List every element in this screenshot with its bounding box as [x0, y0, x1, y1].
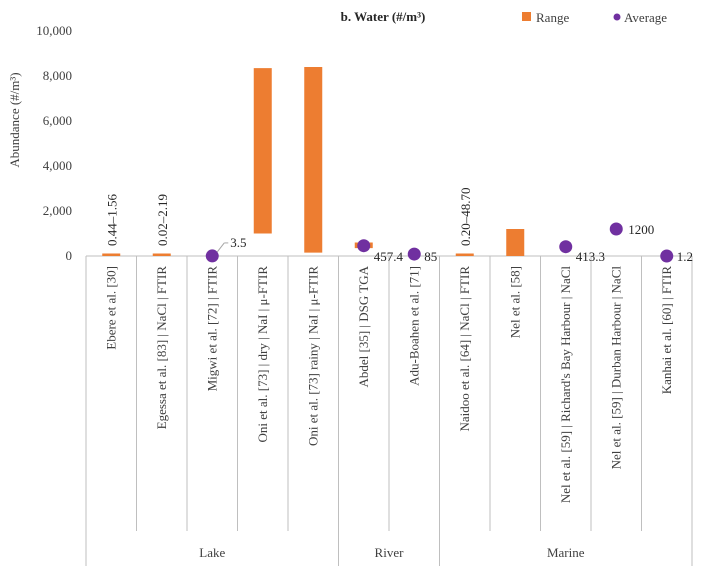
- category-label: Nel et al. [58]: [507, 266, 522, 338]
- y-tick-label: 10,000: [36, 23, 72, 38]
- legend-average-label: Average: [624, 10, 667, 25]
- group-label: River: [375, 545, 405, 560]
- average-marker: [357, 239, 371, 253]
- data-label: 3.5: [230, 235, 246, 250]
- data-label: 0.44–1.56: [104, 194, 119, 247]
- data-label: 457.4: [374, 249, 404, 264]
- data-label: 0.20–48.70: [458, 188, 473, 247]
- average-marker: [559, 240, 573, 254]
- data-label: 85: [424, 249, 437, 264]
- legend-range-swatch: [522, 12, 531, 21]
- y-tick-label: 2,000: [43, 203, 72, 218]
- y-tick-label: 6,000: [43, 113, 72, 128]
- range-bar: [304, 67, 323, 253]
- group-labels: Lake River Marine: [199, 545, 584, 560]
- legend-average-swatch: [613, 13, 621, 21]
- average-series: [205, 222, 674, 263]
- range-bar: [253, 68, 272, 234]
- category-label: Adu-Boahen et al. [71]: [406, 266, 421, 386]
- average-marker: [660, 249, 674, 263]
- data-label: 1200: [628, 222, 654, 237]
- average-marker: [205, 249, 219, 263]
- category-label: Kanhai et al. [60] | FTIR: [659, 266, 674, 395]
- y-axis: 0 2,000 4,000 6,000 8,000 10,000: [36, 23, 72, 263]
- category-label: Abdel [35] | DSG TGA: [356, 265, 371, 387]
- axes: [85, 255, 693, 566]
- category-label: Naidoo et al. [64] | NaCl | FTIR: [457, 266, 472, 432]
- category-label: Migwi et al. [72] | FTIR: [204, 266, 219, 392]
- chart-title: b. Water (#/m³): [341, 9, 426, 24]
- category-label: Ebere et al. [30]: [103, 266, 118, 350]
- category-labels: Ebere et al. [30] Egessa et al. [83] | Na…: [103, 265, 674, 503]
- range-bar: [455, 253, 474, 256]
- y-tick-label: 0: [66, 248, 73, 263]
- data-label: 0.02–2.19: [155, 194, 170, 246]
- leader-line: [216, 242, 225, 253]
- category-label: Egessa et al. [83] | NaCl | FTIR: [154, 266, 169, 430]
- range-series: [102, 67, 525, 256]
- data-label: 413.3: [576, 249, 605, 264]
- average-marker: [609, 222, 623, 236]
- category-label: Nel et al. [59] | Richard's Bay Harbour …: [558, 266, 573, 504]
- y-axis-title: Abundance (#/m³): [7, 72, 22, 167]
- legend-range-label: Range: [536, 10, 569, 25]
- range-bar: [506, 229, 525, 256]
- legend: Range Average: [522, 10, 667, 25]
- y-tick-label: 8,000: [43, 68, 72, 83]
- y-tick-label: 4,000: [43, 158, 72, 173]
- category-label: Oni et al. [73] rainy | NaI | μ-FTIR: [305, 266, 320, 446]
- group-label: Lake: [199, 545, 225, 560]
- group-label: Marine: [547, 545, 585, 560]
- data-labels: 0.44–1.56 0.02–2.19 3.5 457.4 85 0.20–48.70 41…: [104, 188, 693, 265]
- average-marker: [407, 247, 421, 261]
- data-label: 1.2: [677, 249, 693, 264]
- category-label: Nel et al. [59] | Durban Harbour | NaCl: [608, 266, 623, 470]
- category-label: Oni et al. [73] | dry | NaI | μ-FTIR: [255, 266, 270, 443]
- range-bar: [102, 253, 121, 256]
- range-bar: [152, 253, 171, 256]
